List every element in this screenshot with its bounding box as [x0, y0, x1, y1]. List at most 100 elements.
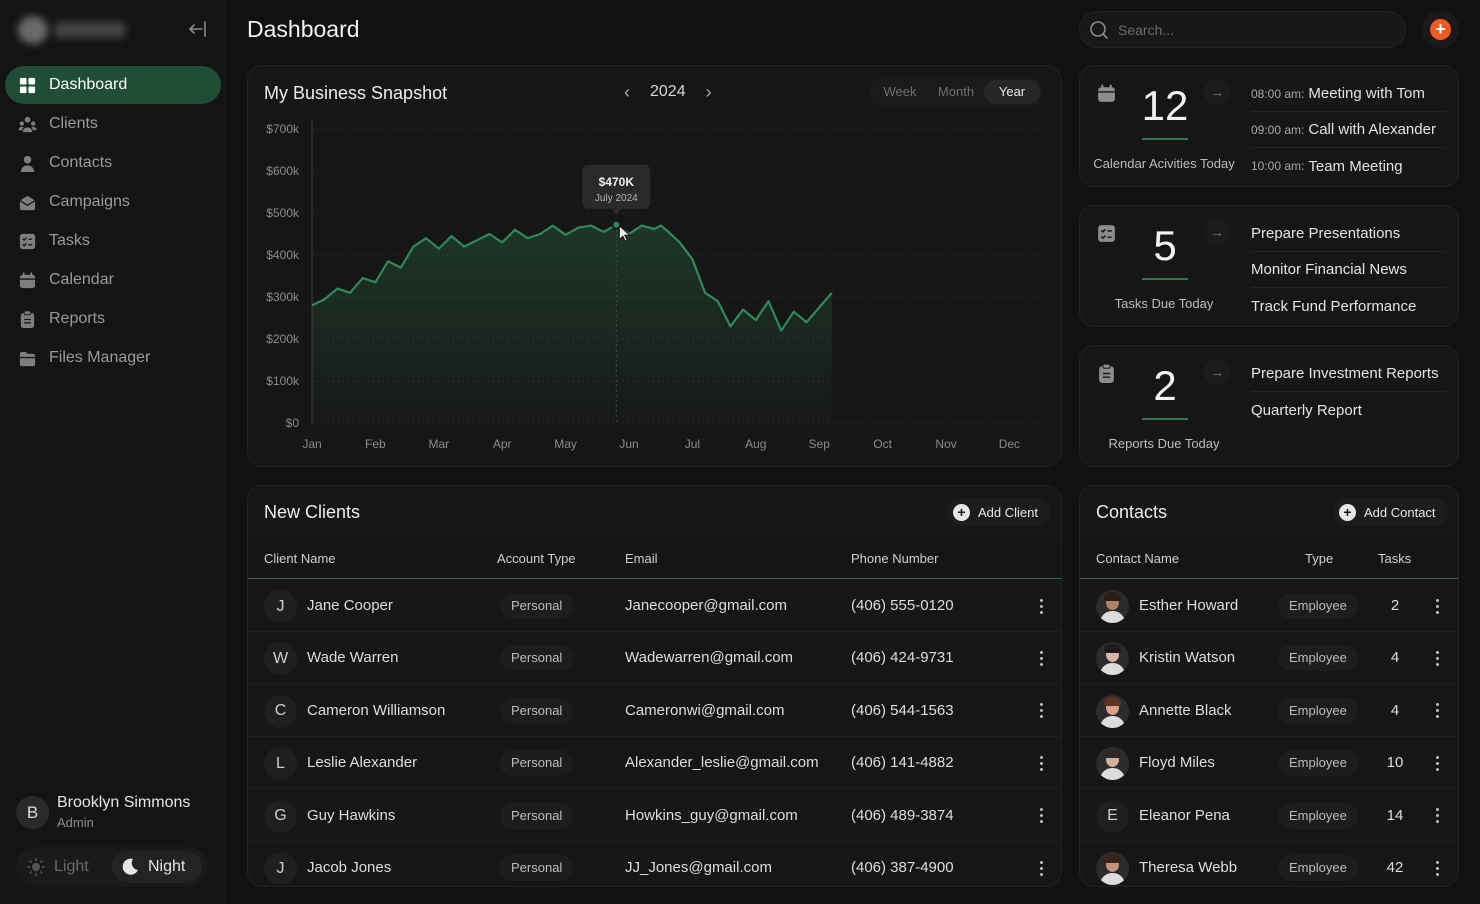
table-row[interactable]: Annette Black Employee 4: [1080, 685, 1458, 737]
range-week[interactable]: Week: [883, 84, 917, 99]
table-row[interactable]: J Jacob Jones Personal JJ_Jones@gmail.com (4…: [248, 842, 1061, 894]
more-options-icon[interactable]: [1034, 594, 1048, 618]
next-year-icon[interactable]: ›: [705, 81, 712, 102]
sidebar-item-clients[interactable]: Clients: [5, 105, 221, 143]
more-options-icon[interactable]: [1430, 646, 1444, 670]
sidebar-item-dashboard[interactable]: Dashboard: [5, 66, 221, 104]
more-options-icon[interactable]: [1430, 856, 1444, 880]
sidebar-item-contacts[interactable]: Contacts: [5, 144, 221, 182]
item-time: 10:00 am:: [1251, 159, 1305, 173]
col-client-name: Client Name: [264, 551, 336, 566]
sidebar-item-label: Contacts: [49, 154, 113, 171]
add-contact-button[interactable]: + Add Contact: [1333, 498, 1448, 526]
add-client-button[interactable]: + Add Client: [947, 498, 1050, 526]
sidebar-item-label: Clients: [49, 115, 98, 132]
prev-year-icon[interactable]: ‹: [624, 81, 630, 102]
table-row[interactable]: Floyd Miles Employee 10: [1080, 737, 1458, 790]
contact-tasks: 10: [1386, 754, 1404, 772]
light-mode-button[interactable]: Light: [26, 851, 114, 883]
chart-tooltip: $470K July 2024: [582, 164, 651, 215]
table-row[interactable]: C Cameron Williamson Personal Cameronwi@gma…: [248, 685, 1061, 737]
stat-item[interactable]: Monitor Financial News: [1251, 252, 1447, 288]
stat-item[interactable]: Prepare Investment Reports: [1251, 356, 1447, 392]
arrow-right-icon[interactable]: →: [1204, 359, 1230, 385]
sidebar-item-label: Tasks: [49, 232, 90, 249]
search-bar[interactable]: [1079, 11, 1406, 48]
contact-type-badge: Employee: [1278, 855, 1358, 881]
table-row[interactable]: J Jane Cooper Personal Janecooper@gmail.com…: [248, 580, 1061, 632]
table-row[interactable]: Esther Howard Employee 2: [1080, 580, 1458, 632]
table-row[interactable]: G Guy Hawkins Personal Howkins_guy@gmail.co…: [248, 790, 1061, 842]
search-input[interactable]: [1118, 21, 1378, 38]
theme-toggle: Light Night: [16, 847, 208, 887]
more-options-icon[interactable]: [1430, 594, 1444, 618]
business-snapshot-card: My Business Snapshot ‹ 2024 › Week Month Y…: [247, 65, 1062, 467]
col-phone: Phone Number: [851, 551, 939, 566]
stat-underline: [1142, 138, 1188, 140]
more-options-icon[interactable]: [1430, 804, 1444, 828]
stat-underline: [1142, 278, 1188, 280]
collapse-sidebar-icon[interactable]: [186, 18, 208, 40]
item-text: Prepare Investment Reports: [1251, 365, 1439, 382]
calendar-icon: [1096, 83, 1117, 104]
table-row[interactable]: E Eleanor Pena Employee 14: [1080, 790, 1458, 842]
more-options-icon[interactable]: [1034, 856, 1048, 880]
contact-name: Kristin Watson: [1139, 649, 1236, 667]
add-new-button[interactable]: +: [1422, 11, 1459, 48]
contact-type-badge: Employee: [1278, 645, 1358, 672]
tasks-icon: [17, 231, 37, 251]
x-tick-label: Dec: [999, 437, 1020, 451]
more-options-icon[interactable]: [1430, 751, 1444, 775]
avatar: [1096, 694, 1129, 728]
contact-type-badge: Employee: [1278, 802, 1358, 829]
sidebar-item-calendar[interactable]: Calendar: [5, 261, 221, 299]
stat-item[interactable]: 08:00 am: Meeting with Tom: [1251, 76, 1447, 112]
sun-icon: [27, 858, 45, 876]
snapshot-title: My Business Snapshot: [264, 83, 448, 103]
table-row[interactable]: L Leslie Alexander Personal Alexander_lesli…: [248, 737, 1061, 790]
stat-item[interactable]: Track Fund Performance: [1251, 288, 1447, 324]
sidebar: Dashboard Clients Contacts Campaigns Tasks Ca…: [0, 0, 226, 904]
y-tick-label: $600k: [266, 164, 300, 178]
client-email: Alexander_leslie@gmail.com: [625, 754, 819, 772]
more-options-icon[interactable]: [1034, 699, 1048, 723]
avatar: B: [16, 796, 49, 829]
more-options-icon[interactable]: [1034, 804, 1048, 828]
arrow-right-icon[interactable]: →: [1204, 219, 1230, 245]
reports-icon: [17, 309, 37, 329]
stat-items: 08:00 am: Meeting with Tom 09:00 am: Call w…: [1251, 76, 1447, 184]
table-row[interactable]: Kristin Watson Employee 4: [1080, 632, 1458, 685]
stat-item[interactable]: 09:00 am: Call with Alexander: [1251, 112, 1447, 148]
account-type-badge: Personal: [500, 855, 574, 881]
stat-underline: [1142, 418, 1188, 420]
table-row[interactable]: Theresa Webb Employee 42: [1080, 842, 1458, 894]
more-options-icon[interactable]: [1034, 646, 1048, 670]
add-contact-label: Add Contact: [1364, 504, 1436, 520]
stat-item[interactable]: Quarterly Report: [1251, 392, 1447, 428]
night-mode-button[interactable]: Night: [112, 851, 202, 883]
arrow-right-icon[interactable]: →: [1204, 79, 1230, 105]
range-year[interactable]: Year: [984, 80, 1040, 104]
table-row[interactable]: W Wade Warren Personal Wadewarren@gmail.com…: [248, 632, 1061, 685]
sidebar-item-reports[interactable]: Reports: [5, 300, 221, 338]
sidebar-item-tasks[interactable]: Tasks: [5, 222, 221, 260]
range-selector: Week Month Year: [869, 77, 1043, 107]
x-tick-label: Aug: [745, 437, 766, 451]
sidebar-item-label: Files Manager: [49, 349, 151, 366]
client-name: Guy Hawkins: [307, 806, 396, 824]
stat-item[interactable]: Prepare Presentations: [1251, 216, 1447, 252]
contact-tasks: 4: [1390, 649, 1400, 667]
more-options-icon[interactable]: [1430, 699, 1444, 723]
contact-tasks: 4: [1390, 701, 1400, 719]
calendar-icon: [17, 270, 37, 290]
tasks-due-card: 5 Tasks Due Today → Prepare Presentations Mo…: [1079, 205, 1459, 327]
more-options-icon[interactable]: [1034, 751, 1048, 775]
col-type: Type: [1305, 551, 1334, 566]
range-month[interactable]: Month: [937, 84, 975, 99]
account-type-badge: Personal: [500, 750, 574, 777]
client-name: Jacob Jones: [307, 859, 392, 876]
sidebar-item-files-manager[interactable]: Files Manager: [5, 339, 221, 377]
stat-item[interactable]: 10:00 am: Team Meeting: [1251, 148, 1447, 184]
user-profile[interactable]: B Brooklyn Simmons Admin: [16, 794, 216, 834]
sidebar-item-campaigns[interactable]: Campaigns: [5, 183, 221, 221]
